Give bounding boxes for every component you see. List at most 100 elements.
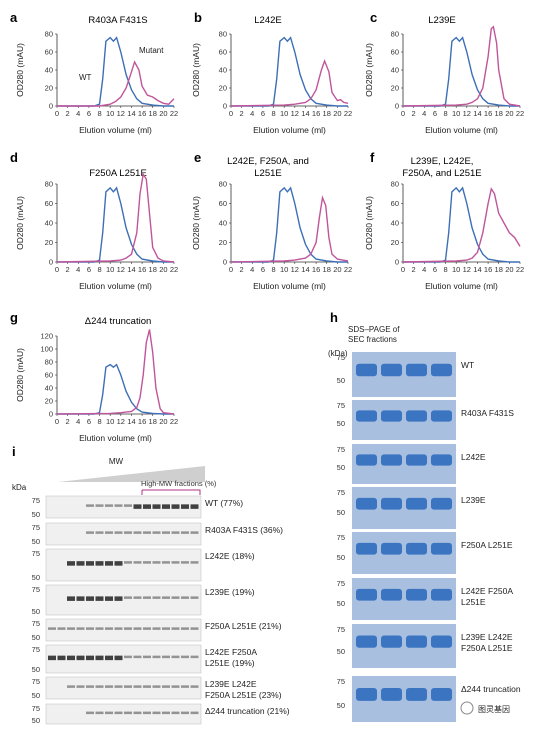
marker-label: 75 (32, 549, 40, 558)
marker-label: 75 (32, 677, 40, 686)
gel-band (406, 635, 427, 648)
y-tick-label: 80 (45, 30, 53, 39)
gel-strip (45, 522, 202, 546)
x-tick-label: 6 (433, 109, 437, 118)
x-axis-label: Elution volume (ml) (425, 281, 498, 291)
gel-name: L239E L242E (461, 632, 513, 642)
y-tick-label: 20 (391, 238, 399, 247)
gel-band (181, 596, 189, 599)
gel-band (86, 561, 94, 566)
gel-band (162, 504, 170, 509)
panel-label: b (194, 10, 202, 25)
gel-band (171, 711, 180, 715)
panel-label: d (10, 150, 18, 165)
gel-band (181, 655, 189, 659)
gel-band (105, 627, 113, 630)
y-axis-label: OD280 (mAU) (191, 43, 201, 97)
x-tick-label: 6 (87, 417, 91, 426)
gel-i-4: 75 50 F250A L251E (21%) (32, 618, 282, 642)
marker-label: 50 (337, 419, 345, 428)
y-tick-label: 40 (45, 384, 53, 393)
gel-band (86, 504, 94, 507)
x-axis-label: Elution volume (ml) (425, 125, 498, 135)
marker-label: 75 (337, 488, 345, 497)
marker-label: 50 (32, 573, 40, 582)
gel-band (133, 596, 142, 599)
gel-band (162, 627, 170, 630)
gel-band (143, 627, 151, 630)
panel-label: g (10, 310, 18, 325)
gel-band (152, 655, 161, 659)
panel-label: f (370, 150, 375, 165)
gel-band (105, 711, 113, 715)
marker-label: 50 (337, 376, 345, 385)
gel-i-0: 75 50 WT (77%) (32, 495, 243, 519)
x-tick-label: 4 (76, 109, 80, 118)
gel-band (381, 687, 402, 701)
x-tick-label: 10 (280, 109, 288, 118)
gel-band (57, 655, 66, 661)
series-mutant-line (230, 195, 349, 263)
gel-band (152, 685, 161, 688)
gel-strip (45, 618, 202, 642)
gel-band (76, 596, 85, 601)
chart-title: L251E (254, 168, 281, 179)
marker-label: 50 (337, 701, 345, 710)
gel-band (181, 531, 189, 534)
x-axis-label: Elution volume (ml) (253, 281, 326, 291)
marker-label: 50 (32, 691, 40, 700)
gel-name: L251E (461, 597, 486, 607)
y-tick-label: 20 (45, 397, 53, 406)
x-tick-label: 10 (452, 265, 460, 274)
series-mutant-line (56, 329, 175, 415)
gel-band (95, 655, 104, 661)
gel-band (381, 542, 402, 555)
gel-band (171, 655, 180, 659)
gel-band (356, 687, 377, 701)
watermark: 图灵基因 (460, 701, 510, 715)
gel-band (95, 627, 104, 630)
x-tick-label: 20 (159, 417, 167, 426)
x-axis-label: Elution volume (ml) (79, 281, 152, 291)
gel-unit: (kDa) (328, 349, 348, 358)
series-mutant-line (56, 172, 175, 263)
x-tick-label: 22 (344, 265, 352, 274)
x-tick-label: 18 (495, 265, 503, 274)
x-tick-label: 16 (484, 265, 492, 274)
gel-i-1: 75 50 R403A F431S (36%) (32, 522, 283, 546)
x-tick-label: 8 (271, 265, 275, 274)
gel-band (190, 596, 199, 599)
y-tick-label: 20 (45, 238, 53, 247)
gel-band (143, 596, 151, 599)
mw-label: MW (109, 457, 124, 466)
y-tick-label: 40 (219, 219, 227, 228)
gel-band (152, 711, 161, 715)
gel-band (48, 627, 56, 630)
marker-label: 50 (32, 633, 40, 642)
gel-band (431, 454, 452, 466)
gel-band (406, 588, 427, 601)
x-tick-label: 2 (240, 265, 244, 274)
x-tick-label: 18 (495, 109, 503, 118)
marker-label: 75 (32, 645, 40, 654)
gel-band (67, 596, 75, 601)
chart-title: F250A, and L251E (402, 168, 481, 179)
gel-band (356, 542, 377, 555)
y-axis-label: OD280 (mAU) (15, 43, 25, 97)
gel-band (105, 655, 113, 661)
gel-unit: kDa (12, 483, 27, 492)
x-tick-label: 16 (484, 109, 492, 118)
gel-band (431, 497, 452, 510)
gel-band (171, 531, 180, 534)
gel-band (190, 561, 199, 564)
chart-title: L239E, L242E, (411, 156, 474, 167)
y-tick-label: 60 (391, 199, 399, 208)
gel-band (381, 497, 402, 510)
x-tick-label: 10 (106, 417, 114, 426)
y-axis-label: OD280 (mAU) (15, 196, 25, 250)
gel-band (114, 685, 123, 688)
gel-band (162, 655, 170, 659)
gel-name: L242E (18%) (205, 551, 255, 561)
series-mutant-line (230, 59, 349, 107)
x-tick-label: 18 (149, 109, 157, 118)
